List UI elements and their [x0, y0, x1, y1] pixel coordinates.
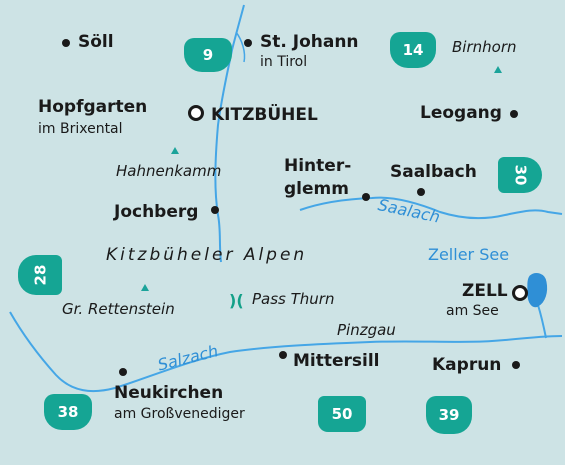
town-marker-jochberg [211, 206, 219, 214]
town-marker-neukirchen [119, 368, 127, 376]
route-number: 50 [331, 405, 353, 423]
region-label-kitzbueheler-alpen: Kitzbüheler Alpen [106, 245, 308, 265]
town-sublabel-neukirchen: am Großvenediger [114, 406, 245, 422]
town-sublabel-hopfgarten: im Brixental [38, 121, 123, 137]
lake-zeller-see [527, 273, 548, 308]
peak-icon [171, 147, 179, 154]
route-shield-28: 28 [18, 255, 62, 295]
town-label-soell[interactable]: Söll [78, 32, 114, 52]
river-saalach [299, 196, 563, 220]
town-label-zell[interactable]: ZELL [462, 281, 508, 301]
route-number: 28 [31, 264, 49, 286]
peak-icon [141, 284, 149, 291]
peak-icon [494, 66, 502, 73]
route-shield-9: 9 [184, 38, 232, 72]
town-label-hopfgarten[interactable]: Hopfgarten [38, 97, 148, 117]
town-label-jochberg[interactable]: Jochberg [114, 202, 199, 222]
pass-icon: )( [229, 291, 244, 310]
river-kitzbueheler-ache [214, 4, 245, 263]
town-label-saalbach[interactable]: Saalbach [390, 162, 477, 182]
route-shield-39: 39 [426, 396, 472, 434]
town-label-hinterglemm-2[interactable]: glemm [284, 179, 349, 199]
route-shield-30: 30 [498, 157, 542, 193]
town-marker-kitzbuehel [188, 105, 204, 121]
town-label-mittersill[interactable]: Mittersill [293, 351, 380, 371]
valley-label-pinzgau: Pinzgau [337, 321, 396, 339]
town-marker-mittersill [279, 351, 287, 359]
town-marker-kaprun [512, 361, 520, 369]
town-label-neukirchen[interactable]: Neukirchen [114, 383, 224, 403]
town-marker-leogang [510, 110, 518, 118]
route-number: 9 [202, 46, 214, 64]
town-marker-zell [512, 285, 528, 301]
peak-label-birnhorn[interactable]: Birnhorn [452, 38, 517, 56]
town-marker-st-johann [244, 39, 252, 47]
peak-label-gr-rettenstein[interactable]: Gr. Rettenstein [62, 300, 175, 318]
town-label-kaprun[interactable]: Kaprun [432, 355, 502, 375]
peak-label-hahnenkamm[interactable]: Hahnenkamm [116, 162, 222, 180]
route-number: 30 [511, 164, 529, 186]
route-shield-38: 38 [44, 394, 92, 430]
town-marker-saalbach [417, 188, 425, 196]
route-number: 14 [402, 41, 424, 59]
route-number: 38 [57, 403, 79, 421]
town-sublabel-st-johann: in Tirol [260, 54, 308, 70]
town-label-leogang[interactable]: Leogang [420, 103, 502, 123]
route-shield-14: 14 [390, 32, 436, 68]
river-tributary [235, 31, 246, 63]
town-marker-soell [62, 39, 70, 47]
route-shield-50: 50 [318, 396, 366, 432]
town-label-hinterglemm-1[interactable]: Hinter- [284, 156, 352, 176]
town-label-kitzbuehel[interactable]: KITZBÜHEL [211, 105, 318, 125]
town-marker-hinterglemm [362, 193, 370, 201]
town-label-st-johann[interactable]: St. Johann [260, 32, 359, 52]
lake-label-zeller-see: Zeller See [428, 245, 510, 264]
route-number: 39 [438, 406, 460, 424]
river-salzach [9, 311, 563, 393]
pass-label-pass-thurn[interactable]: Pass Thurn [252, 290, 335, 308]
town-sublabel-zell: am See [446, 303, 499, 319]
